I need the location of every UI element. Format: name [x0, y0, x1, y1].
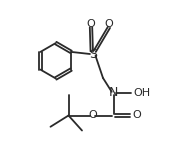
Text: O: O: [132, 111, 141, 120]
Text: S: S: [89, 48, 97, 60]
Text: OH: OH: [134, 88, 151, 98]
Text: O: O: [88, 111, 97, 120]
Text: O: O: [105, 19, 113, 29]
Text: N: N: [109, 87, 118, 99]
Text: O: O: [87, 19, 95, 29]
